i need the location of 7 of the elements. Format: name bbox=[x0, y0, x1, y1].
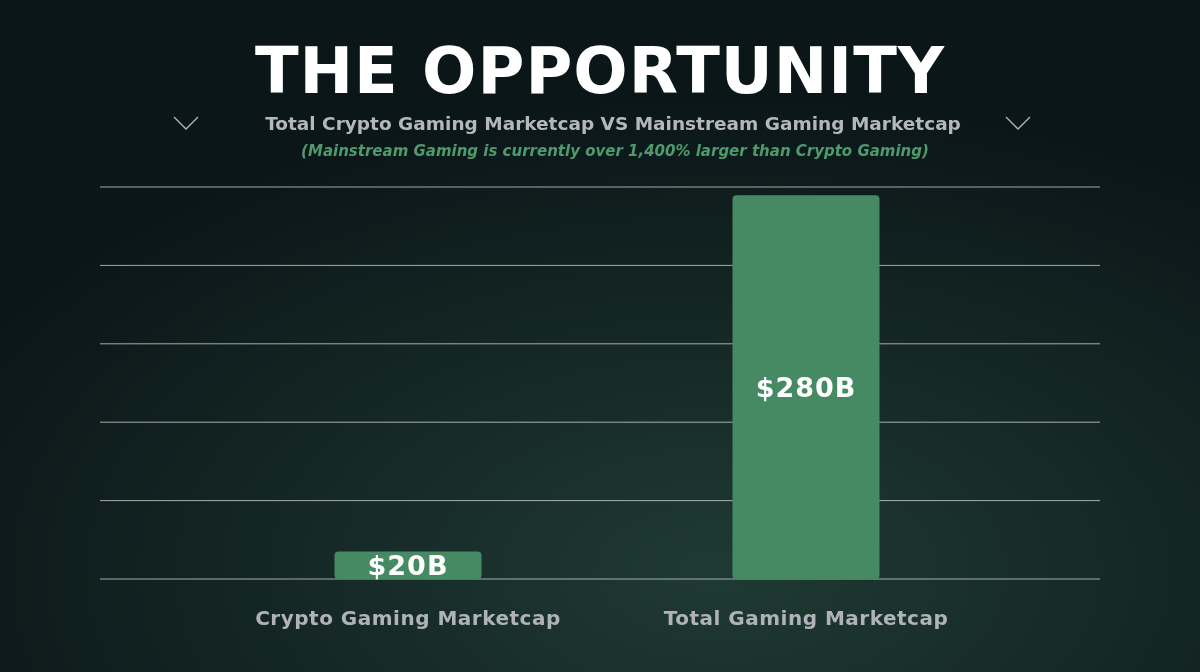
x-tick-label: Crypto Gaming Marketcap bbox=[255, 606, 561, 630]
chart-title: THE OPPORTUNITY bbox=[254, 34, 946, 108]
text: (Mainstream Gaming is currently over 1,400% larger than Crypto Gaming) bbox=[301, 142, 929, 160]
data-label: $20B bbox=[367, 549, 449, 581]
chart-subtitle: Total Crypto Gaming Marketcap VS Mainstream Gaming Marketcap bbox=[265, 113, 961, 134]
data-label: $280B bbox=[755, 371, 857, 403]
x-tick-label: Total Gaming Marketcap bbox=[663, 606, 949, 630]
